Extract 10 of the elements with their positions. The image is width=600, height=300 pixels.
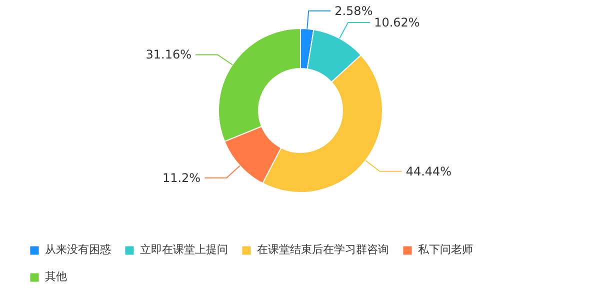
legend-label: 私下问老师	[418, 242, 473, 257]
legend-label: 从来没有困惑	[45, 242, 111, 257]
legend-label: 立即在课堂上提问	[140, 242, 228, 257]
legend-label: 在课堂结束后在学习群咨询	[257, 242, 389, 257]
legend-label: 其他	[45, 269, 67, 284]
data-label: 10.62%	[374, 16, 420, 30]
data-label: 11.2%	[162, 170, 201, 185]
data-label: 31.16%	[146, 48, 192, 62]
data-label: 2.58%	[334, 4, 373, 18]
data-label: 44.44%	[406, 164, 452, 178]
